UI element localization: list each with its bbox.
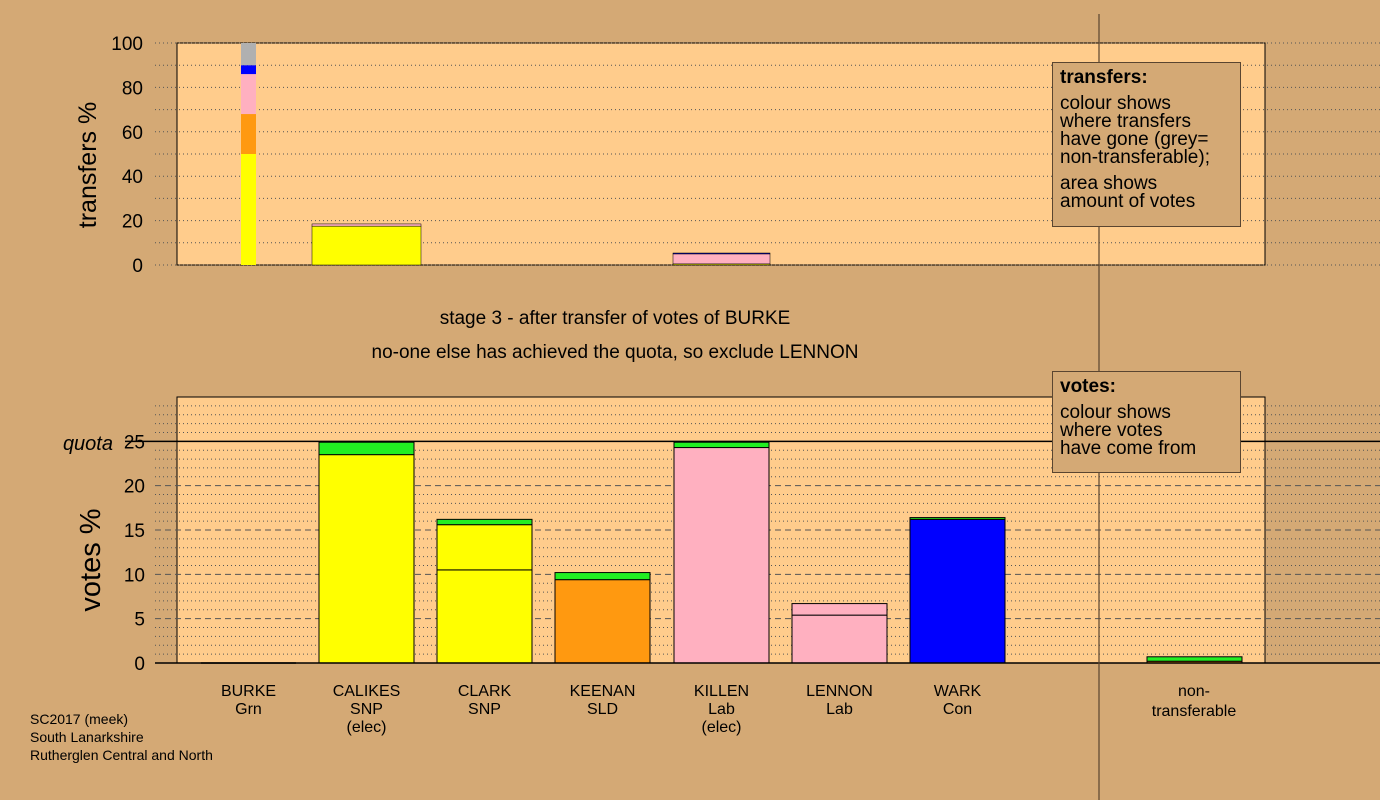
- candidate-party-label: Con: [943, 701, 972, 718]
- votes-y-tick-label: 10: [124, 565, 145, 586]
- candidate-party-label: SNP: [468, 701, 501, 718]
- votes-legend: votes: colour shows where votes have com…: [1052, 371, 1241, 473]
- footer-info: SC2017 (meek) South Lanarkshire Ruthergl…: [30, 710, 213, 764]
- candidate-party-label: Lab: [826, 701, 853, 718]
- vote-bar-segment: [673, 441, 770, 449]
- votes-y-tick-label: 5: [134, 610, 145, 631]
- nontransferable-label: non-: [1178, 683, 1210, 700]
- votes-y-tick-label: 15: [124, 521, 145, 542]
- transfers-y-tick-label: 40: [122, 167, 143, 188]
- transfer-received-segment: [672, 253, 771, 265]
- vote-bar-segment: [318, 454, 415, 664]
- vote-bar-segment: [318, 441, 415, 456]
- vote-bar-segment: [554, 572, 651, 581]
- votes-y-tick-label: 25: [124, 432, 145, 453]
- transfer-received-segment: [311, 225, 422, 266]
- votes-y-tick-label: 20: [124, 477, 145, 498]
- vote-bar-segment: [909, 518, 1006, 664]
- transfer-source-segment: [241, 154, 256, 265]
- vote-bar-segment: [436, 524, 533, 571]
- votes-legend-text: colour shows where votes have come from: [1060, 402, 1197, 459]
- transfers-y-tick-label: 60: [122, 123, 143, 144]
- transfers-legend-text-1: colour shows where transfers have gone (…: [1060, 93, 1210, 168]
- candidate-name-label: BURKE: [221, 683, 276, 700]
- candidate-elected-label: (elec): [701, 719, 741, 736]
- votes-y-tick-label: 0: [134, 654, 145, 675]
- candidate-name-label: KILLEN: [694, 683, 749, 700]
- transfers-legend-text-2: area shows amount of votes: [1060, 173, 1196, 212]
- candidate-party-label: Lab: [708, 701, 735, 718]
- vote-bar-segment: [436, 518, 533, 526]
- transfer-source-segment: [241, 65, 256, 75]
- nontransferable-segment: [1146, 656, 1243, 662]
- vote-bar-segment: [791, 603, 888, 616]
- candidate-name-label: LENNON: [806, 683, 873, 700]
- vote-bar-segment: [436, 569, 533, 664]
- stage-line-2: no-one else has achieved the quota, so e…: [372, 342, 859, 363]
- candidate-name-label: KEENAN: [570, 683, 636, 700]
- stage-line-1: stage 3 - after transfer of votes of BUR…: [440, 308, 791, 329]
- transfer-received-segment: [672, 252, 771, 255]
- transfer-source-segment: [241, 114, 256, 154]
- nontransferable-label: transferable: [1152, 703, 1237, 720]
- candidate-name-label: WARK: [934, 683, 982, 700]
- transfers-legend-title: transfers:: [1060, 67, 1148, 88]
- candidate-name-label: CALIKES: [333, 683, 401, 700]
- candidate-party-label: SNP: [350, 701, 383, 718]
- candidate-party-label: Grn: [235, 701, 262, 718]
- vote-bar-segment: [909, 517, 1006, 520]
- transfers-y-axis-label: transfers %: [74, 102, 102, 228]
- votes-y-axis-label: votes %: [75, 508, 107, 611]
- transfer-source-segment: [241, 74, 256, 115]
- votes-legend-title: votes:: [1060, 376, 1116, 397]
- footer-ward: Rutherglen Central and North: [30, 747, 213, 763]
- candidate-elected-label: (elec): [346, 719, 386, 736]
- transfers-y-tick-label: 100: [111, 34, 143, 55]
- transfers-y-tick-label: 80: [122, 78, 143, 99]
- candidate-name-label: CLARK: [458, 683, 512, 700]
- transfers-y-tick-label: 0: [132, 256, 143, 277]
- vote-bar-segment: [673, 447, 770, 664]
- transfers-legend: transfers: colour shows where transfers …: [1052, 62, 1241, 227]
- footer-election: SC2017 (meek): [30, 711, 129, 727]
- transfers-y-tick-label: 20: [122, 212, 143, 233]
- footer-council: South Lanarkshire: [30, 729, 144, 745]
- quota-label: quota: [63, 433, 113, 455]
- transfer-source-segment: [241, 43, 256, 66]
- candidate-party-label: SLD: [587, 701, 618, 718]
- transfer-received-segment: [311, 223, 422, 227]
- vote-bar-segment: [554, 579, 651, 664]
- vote-bar-segment: [791, 614, 888, 664]
